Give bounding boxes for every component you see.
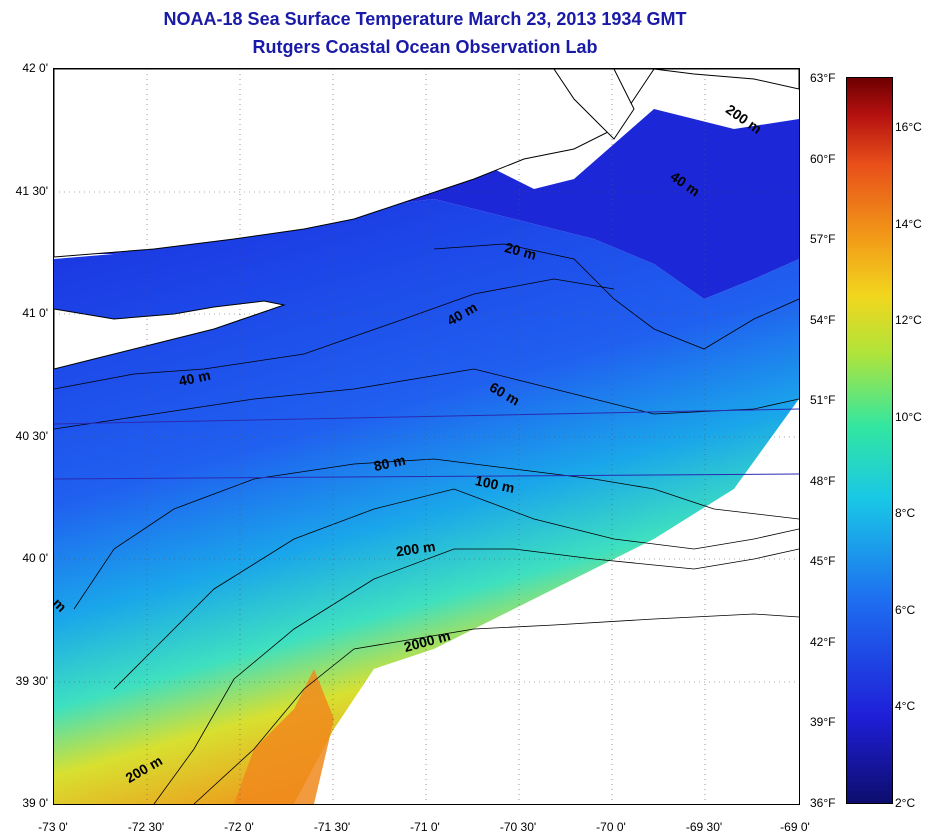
sound-water	[54, 109, 799, 299]
longitude-label: -71 0'	[410, 820, 440, 834]
sst-map-canvas: 200 m 40 m 20 m 40 m 40 m 60 m 80 m 100 …	[54, 69, 799, 804]
celsius-label: 8°C	[895, 506, 916, 520]
fahrenheit-label: 48°F	[810, 474, 836, 488]
latitude-label: 40 0'	[22, 551, 48, 565]
map-title: NOAA-18 Sea Surface Temperature March 23…	[163, 9, 687, 29]
graticule	[54, 69, 799, 804]
fahrenheit-label: 51°F	[810, 393, 836, 407]
longitude-label: -72 30'	[127, 820, 165, 834]
longitude-label: -70 0'	[596, 820, 626, 834]
cape-cod	[553, 69, 635, 140]
sst-map: 200 m 40 m 20 m 40 m 40 m 60 m 80 m 100 …	[53, 68, 800, 805]
celsius-label: 2°C	[895, 796, 916, 810]
fahrenheit-label: 36°F	[810, 796, 836, 810]
celsius-label: 10°C	[895, 410, 922, 424]
track-line	[54, 408, 799, 425]
latitude-label: 41 30'	[15, 184, 48, 198]
latitude-label: 39 30'	[15, 674, 48, 688]
celsius-label: 6°C	[895, 603, 916, 617]
longitude-label: -70 30'	[499, 820, 537, 834]
fahrenheit-label: 45°F	[810, 554, 836, 568]
latitude-label: 42 0'	[22, 61, 48, 75]
celsius-label: 12°C	[895, 313, 922, 327]
long-island	[54, 300, 286, 370]
longitude-label: -73 0'	[38, 820, 68, 834]
fahrenheit-label: 42°F	[810, 635, 836, 649]
fahrenheit-label: 57°F	[810, 232, 836, 246]
fahrenheit-label: 60°F	[810, 152, 836, 166]
contour-label: 200 m	[395, 538, 437, 559]
latitude-label: 39 0'	[22, 796, 48, 810]
longitude-label: -72 0'	[224, 820, 254, 834]
track-line	[54, 473, 799, 480]
contour-label: 80 m	[372, 452, 407, 474]
longitude-label: -71 30'	[313, 820, 351, 834]
fahrenheit-label: 54°F	[810, 313, 836, 327]
fahrenheit-label: 63°F	[810, 71, 836, 85]
contour-label: 20 m	[503, 239, 538, 263]
latitude-label: 41 0'	[22, 306, 48, 320]
celsius-label: 16°C	[895, 120, 922, 134]
longitude-label: -69 30'	[685, 820, 723, 834]
no-data-area	[294, 399, 799, 804]
contour-label: 40 m	[177, 367, 212, 389]
map-subtitle: Rutgers Coastal Ocean Observation Lab	[252, 37, 598, 57]
longitude-label: -69 0'	[780, 820, 810, 834]
celsius-label: 4°C	[895, 699, 916, 713]
fahrenheit-label: 39°F	[810, 715, 836, 729]
sea-surface-field	[54, 199, 799, 804]
latitude-label: 40 30'	[15, 429, 48, 443]
celsius-label: 14°C	[895, 217, 922, 231]
warm-patch	[234, 669, 334, 804]
temperature-colorbar	[846, 77, 893, 804]
